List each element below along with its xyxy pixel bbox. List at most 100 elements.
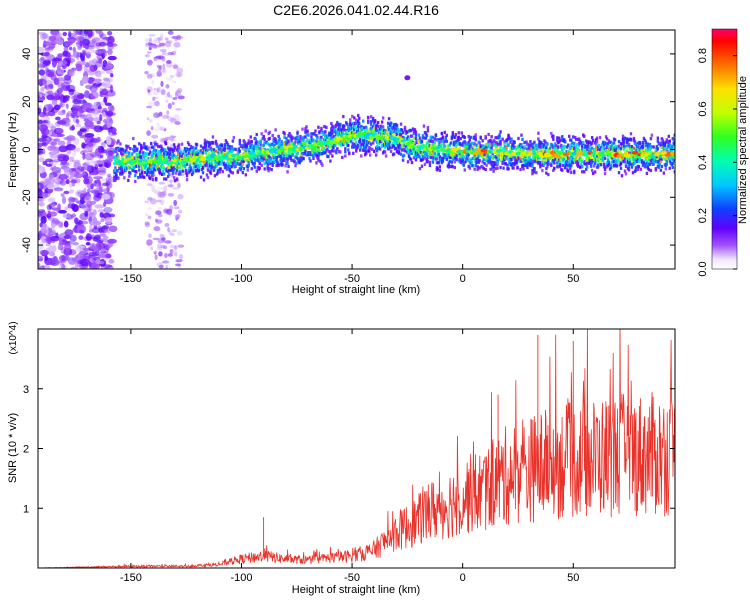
- heatmap-noise-cell: [94, 204, 105, 209]
- heatmap-band-cell: [204, 148, 208, 152]
- heatmap-band-cell: [397, 150, 401, 154]
- heatmap-band-cell: [510, 137, 513, 141]
- heatmap-noise-cell: [53, 165, 57, 171]
- heatmap-band-cell: [210, 162, 214, 166]
- heatmap-noise-cell: [57, 221, 64, 229]
- heatmap-band-cell: [645, 148, 649, 152]
- heatmap-noise-cell: [156, 199, 162, 203]
- heatmap-band-cell: [602, 162, 606, 166]
- heatmap-band-cell: [331, 131, 334, 135]
- heatmap-noise-cell: [144, 38, 150, 42]
- heatmap-band-cell: [159, 157, 163, 162]
- heatmap-band-cell: [619, 161, 623, 165]
- heatmap-noise-cell: [176, 34, 182, 41]
- heatmap-band-cell: [516, 165, 519, 169]
- heatmap-band-cell: [299, 135, 302, 139]
- heatmap-band-cell: [656, 147, 660, 151]
- heatmap-band-cell: [474, 136, 477, 140]
- heatmap-band-cell: [623, 150, 627, 154]
- heatmap-band-cell: [217, 162, 221, 166]
- heatmap-noise-cell: [38, 197, 45, 202]
- heatmap-band-cell: [207, 160, 211, 164]
- heatmap-noise-cell: [47, 210, 51, 216]
- heatmap-band-cell: [625, 137, 629, 141]
- heatmap-band-cell: [149, 150, 152, 154]
- heatmap-band-cell: [467, 142, 470, 147]
- heatmap-noise-cell: [102, 243, 108, 248]
- heatmap-band-cell: [548, 148, 551, 152]
- heatmap-band-cell: [266, 167, 269, 171]
- heatmap-band-cell: [271, 163, 274, 168]
- heatmap-band-cell: [361, 142, 364, 146]
- heatmap-band-cell: [414, 133, 418, 137]
- heatmap-noise-cell: [148, 233, 152, 238]
- heatmap-band-cell: [656, 139, 660, 143]
- heatmap-band-cell: [440, 161, 444, 165]
- heatmap-band-cell: [580, 157, 583, 162]
- heatmap-noise-cell: [64, 206, 69, 211]
- heatmap-band-cell: [172, 143, 176, 147]
- heatmap-band-cell: [237, 152, 241, 156]
- heatmap-band-cell: [156, 164, 160, 169]
- heatmap-noise-cell: [146, 86, 153, 93]
- heatmap-band-cell: [572, 135, 575, 139]
- heatmap-band-cell: [359, 148, 362, 152]
- heatmap-band-cell: [296, 131, 299, 135]
- heatmap-band-cell: [290, 145, 293, 149]
- heatmap-noise-cell: [158, 67, 162, 71]
- heatmap-noise-cell: [89, 243, 97, 250]
- heatmap-band-cell: [280, 143, 283, 147]
- heatmap-band-cell: [412, 156, 416, 160]
- heatmap-band-cell: [330, 121, 333, 126]
- heatmap-band-cell: [531, 144, 534, 148]
- heatmap-noise-cell: [104, 102, 112, 106]
- heatmap-band-cell: [227, 150, 231, 155]
- heatmap-band-cell: [591, 139, 595, 143]
- heatmap-noise-cell: [80, 258, 90, 267]
- heatmap-noise-cell: [39, 249, 50, 256]
- heatmap-band-cell: [529, 163, 532, 168]
- heatmap-noise-cell: [103, 206, 113, 214]
- heatmap-noise-cell: [103, 239, 108, 243]
- heatmap-noise-cell: [175, 214, 179, 221]
- heatmap-band-cell: [476, 167, 479, 171]
- heatmap-band-cell: [519, 156, 522, 160]
- heatmap-band-cell: [641, 146, 645, 150]
- heatmap-band-cell: [302, 157, 305, 161]
- heatmap-band-cell: [152, 150, 155, 154]
- heatmap-noise-cell: [98, 253, 107, 259]
- heatmap-band-cell: [316, 137, 319, 141]
- heatmap-band-cell: [634, 142, 638, 146]
- heatmap-band-cell: [599, 163, 603, 167]
- heatmap-noise-cell: [74, 168, 82, 174]
- heatmap-noise-cell: [49, 251, 56, 257]
- heatmap-band-cell: [592, 164, 596, 168]
- heatmap-band-cell: [310, 135, 313, 139]
- heatmap-noise-cell: [75, 35, 85, 42]
- heatmap-band-cell: [254, 137, 257, 141]
- heatmap-band-cell: [172, 167, 176, 172]
- heatmap-band-cell: [290, 142, 293, 146]
- heatmap-band-cell: [280, 139, 283, 144]
- heatmap-band-cell: [320, 126, 323, 130]
- heatmap-band-cell: [646, 145, 650, 150]
- heatmap-band-cell: [286, 170, 289, 174]
- heatmap-band-cell: [171, 170, 175, 174]
- heatmap-noise-cell: [149, 44, 155, 49]
- heatmap-band-cell: [352, 151, 355, 155]
- heatmap-band-cell: [540, 150, 543, 154]
- heatmap-band-cell: [631, 171, 635, 175]
- heatmap-band-cell: [363, 145, 366, 149]
- heatmap-band-cell: [432, 149, 436, 153]
- heatmap-band-cell: [211, 158, 215, 162]
- heatmap-noise-cell: [46, 181, 55, 189]
- heatmap-band-cell: [343, 124, 346, 128]
- heatmap-band-cell: [259, 158, 262, 162]
- heatmap-band-cell: [137, 175, 140, 180]
- heatmap-band-cell: [170, 165, 174, 170]
- heatmap-noise-cell: [105, 92, 109, 100]
- heatmap-band-cell: [261, 159, 264, 163]
- heatmap-noise-cell: [157, 55, 165, 60]
- heatmap-band-cell: [247, 139, 250, 143]
- heatmap-noise-cell: [165, 84, 170, 89]
